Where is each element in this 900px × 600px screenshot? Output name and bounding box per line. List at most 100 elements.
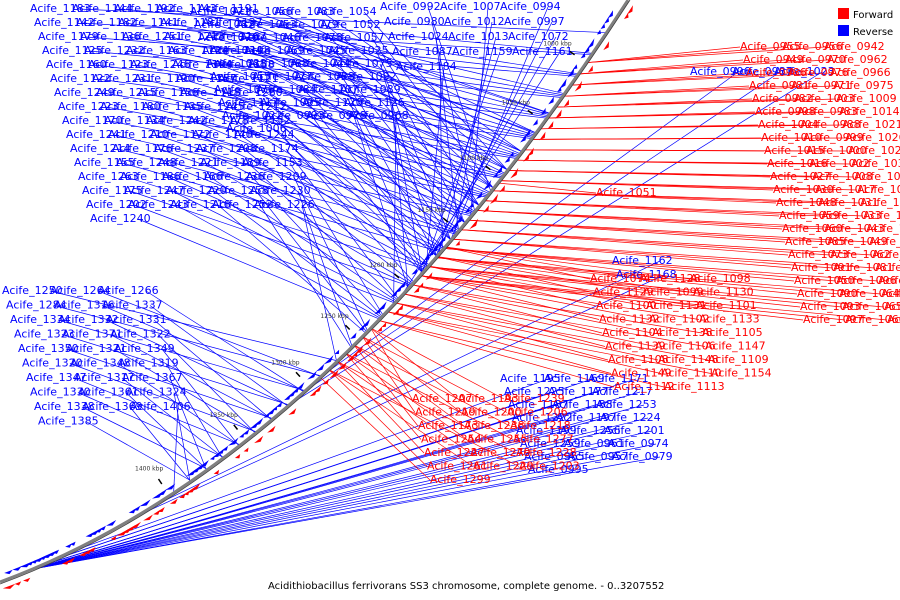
forward-gene-label[interactable]: Acife_1074 — [590, 272, 651, 285]
forward-gene-label[interactable]: Acife_1027 — [770, 170, 831, 183]
reverse-gene-label[interactable]: Acife_1143 — [156, 2, 217, 15]
forward-gene-label[interactable]: Acife_1099 — [643, 286, 704, 299]
forward-gene-label[interactable]: Acife_1029 — [848, 144, 900, 157]
forward-gene-label[interactable]: Acife_1111 — [881, 287, 900, 300]
reverse-gene-label[interactable]: Acife_1171 — [588, 372, 649, 385]
reverse-gene-label[interactable]: Acife_1156 — [138, 86, 199, 99]
reverse-gene-label[interactable]: Acife_1135 — [142, 100, 203, 113]
reverse-gene-label[interactable]: Acife_1134 — [104, 114, 165, 127]
reverse-gene-label[interactable]: Acife_1250 — [2, 284, 63, 297]
reverse-gene-label[interactable]: Acife_1194 — [172, 58, 233, 71]
forward-gene-label[interactable]: Acife_1090 — [797, 287, 858, 300]
reverse-gene-label[interactable]: Acife_1082 — [194, 18, 255, 31]
forward-gene-label[interactable]: Acife_0983 — [797, 105, 858, 118]
reverse-gene-label[interactable]: Acife_1034 — [202, 44, 263, 57]
forward-gene-label[interactable]: Acife_1047 — [854, 170, 900, 183]
forward-gene-label[interactable]: Acife_1018 — [860, 196, 900, 209]
reverse-gene-label[interactable]: Acife_1163 — [126, 44, 187, 57]
forward-gene-label[interactable]: Acife_1002 — [809, 157, 870, 170]
reverse-gene-label[interactable]: Acife_1231 — [92, 72, 153, 85]
reverse-gene-label[interactable]: Acife_0965 — [524, 450, 585, 463]
forward-gene-label[interactable]: Acife_0949 — [743, 53, 804, 66]
reverse-gene-label[interactable]: Acife_1070 — [198, 31, 259, 44]
forward-gene-label[interactable]: Acife_1033 — [821, 209, 882, 222]
reverse-gene-label[interactable]: Acife_1160 — [46, 58, 107, 71]
reverse-gene-label[interactable]: Acife_1317 — [74, 371, 135, 384]
forward-gene-label[interactable]: Acife_1085 — [785, 235, 846, 248]
forward-gene-label[interactable]: Acife_1059 — [779, 209, 840, 222]
forward-gene-label[interactable]: Acife_1203 — [519, 460, 580, 473]
reverse-gene-label[interactable]: Acife_1087 — [392, 45, 453, 58]
reverse-gene-label[interactable]: Acife_1190 — [134, 72, 195, 85]
reverse-gene-label[interactable]: Acife_1259 — [520, 437, 581, 450]
reverse-gene-label[interactable]: Acife_1201 — [604, 424, 665, 437]
forward-gene-label[interactable]: Acife_0971 — [791, 79, 852, 92]
reverse-gene-label[interactable]: Acife_1213 — [164, 30, 225, 43]
forward-gene-label[interactable]: Acife_1061 — [857, 183, 900, 196]
forward-gene-label[interactable]: Acife_0956 — [782, 40, 843, 53]
reverse-gene-label[interactable]: Acife_1136 — [80, 30, 141, 43]
forward-gene-label[interactable]: Acife_1003 — [794, 92, 855, 105]
reverse-gene-label[interactable]: Acife_1252 — [212, 198, 273, 211]
reverse-gene-label[interactable]: Acife_0980 — [384, 15, 445, 28]
forward-gene-label[interactable]: Acife_1066 — [845, 313, 900, 326]
forward-gene-label[interactable]: Acife_1112 — [614, 380, 675, 393]
reverse-gene-label[interactable]: Acife_1180 — [100, 100, 161, 113]
forward-gene-label[interactable]: Acife_1228 — [516, 446, 577, 459]
forward-gene-label[interactable]: Acife_1113 — [664, 380, 725, 393]
reverse-gene-label[interactable]: Acife_1322 — [110, 328, 171, 341]
forward-gene-label[interactable]: Acife_1299 — [430, 473, 491, 486]
reverse-gene-label[interactable]: Acife_0961 — [564, 437, 625, 450]
forward-gene-label[interactable]: Acife_1261 — [427, 460, 488, 473]
forward-gene-label[interactable]: Acife_0962 — [827, 53, 888, 66]
forward-gene-label[interactable]: Acife_1147 — [705, 340, 766, 353]
forward-gene-label[interactable]: Acife_1238 — [464, 419, 525, 432]
forward-gene-label[interactable]: Acife_1206 — [507, 406, 568, 419]
forward-gene-label[interactable]: Acife_1039 — [851, 157, 900, 170]
forward-gene-label[interactable]: Acife_1108 — [608, 353, 669, 366]
forward-gene-label[interactable]: Acife_1093 — [800, 300, 861, 313]
reverse-gene-label[interactable]: Acife_1022 — [222, 109, 283, 122]
reverse-gene-label[interactable]: Acife_1256 — [560, 424, 621, 437]
forward-gene-label[interactable]: Acife_1014 — [839, 105, 900, 118]
forward-gene-label[interactable]: Acife_0986 — [746, 66, 807, 79]
forward-gene-label[interactable]: Acife_1106 — [655, 340, 716, 353]
forward-gene-label[interactable]: Acife_0970 — [785, 53, 846, 66]
reverse-gene-label[interactable]: Acife_1208 — [196, 142, 257, 155]
reverse-gene-label[interactable]: Acife_1044 — [290, 57, 351, 70]
reverse-gene-label[interactable]: Acife_1157 — [176, 72, 237, 85]
forward-gene-label[interactable]: Acife_1008 — [812, 170, 873, 183]
reverse-gene-label[interactable]: Acife_1369 — [82, 400, 143, 413]
forward-gene-label[interactable]: Acife_1104 — [602, 326, 663, 339]
reverse-gene-label[interactable]: Acife_1202 — [86, 198, 147, 211]
reverse-gene-label[interactable]: Acife_1179 — [38, 30, 99, 43]
reverse-gene-label[interactable]: Acife_1182 — [76, 16, 137, 29]
reverse-gene-label[interactable]: Acife_1174 — [238, 142, 299, 155]
forward-gene-label[interactable]: Acife_1010 — [761, 131, 822, 144]
forward-gene-label[interactable]: Acife_1149 — [611, 367, 672, 380]
reverse-gene-label[interactable]: Acife_1089 — [340, 83, 401, 96]
reverse-gene-label[interactable]: Acife_1095 — [260, 96, 321, 109]
reverse-gene-label[interactable]: Acife_1266 — [98, 284, 159, 297]
forward-gene-label[interactable]: Acife_1004 — [758, 118, 819, 131]
forward-gene-label[interactable]: Acife_0988 — [800, 118, 861, 131]
reverse-gene-label[interactable]: Acife_1215 — [96, 86, 157, 99]
reverse-gene-label[interactable]: Acife_1069 — [244, 44, 305, 57]
reverse-gene-label[interactable]: Acife_1332 — [58, 313, 119, 326]
reverse-gene-label[interactable]: Acife_1141 — [118, 16, 179, 29]
reverse-gene-label[interactable]: Acife_1046 — [240, 31, 301, 44]
reverse-gene-label[interactable]: Acife_1244 — [234, 128, 295, 141]
forward-gene-label[interactable]: Acife_1255 — [467, 433, 528, 446]
forward-gene-label[interactable]: Acife_1100 — [596, 299, 657, 312]
reverse-gene-label[interactable]: Acife_1319 — [118, 357, 179, 370]
reverse-gene-label[interactable]: Acife_1158 — [214, 58, 275, 71]
reverse-gene-label[interactable]: Acife_1007 — [440, 0, 501, 13]
reverse-gene-label[interactable]: Acife_1385 — [38, 415, 99, 428]
forward-gene-label[interactable]: Acife_1028 — [866, 222, 900, 235]
forward-gene-label[interactable]: Acife_1050 — [794, 274, 855, 287]
forward-gene-label[interactable]: Acife_1131 — [646, 299, 707, 312]
reverse-gene-label[interactable]: Acife_1125 — [42, 44, 103, 57]
reverse-gene-label[interactable]: Acife_1337 — [102, 299, 163, 312]
reverse-gene-label[interactable]: Acife_1191 — [198, 2, 259, 15]
reverse-gene-label[interactable]: Acife_1225 — [504, 385, 565, 398]
